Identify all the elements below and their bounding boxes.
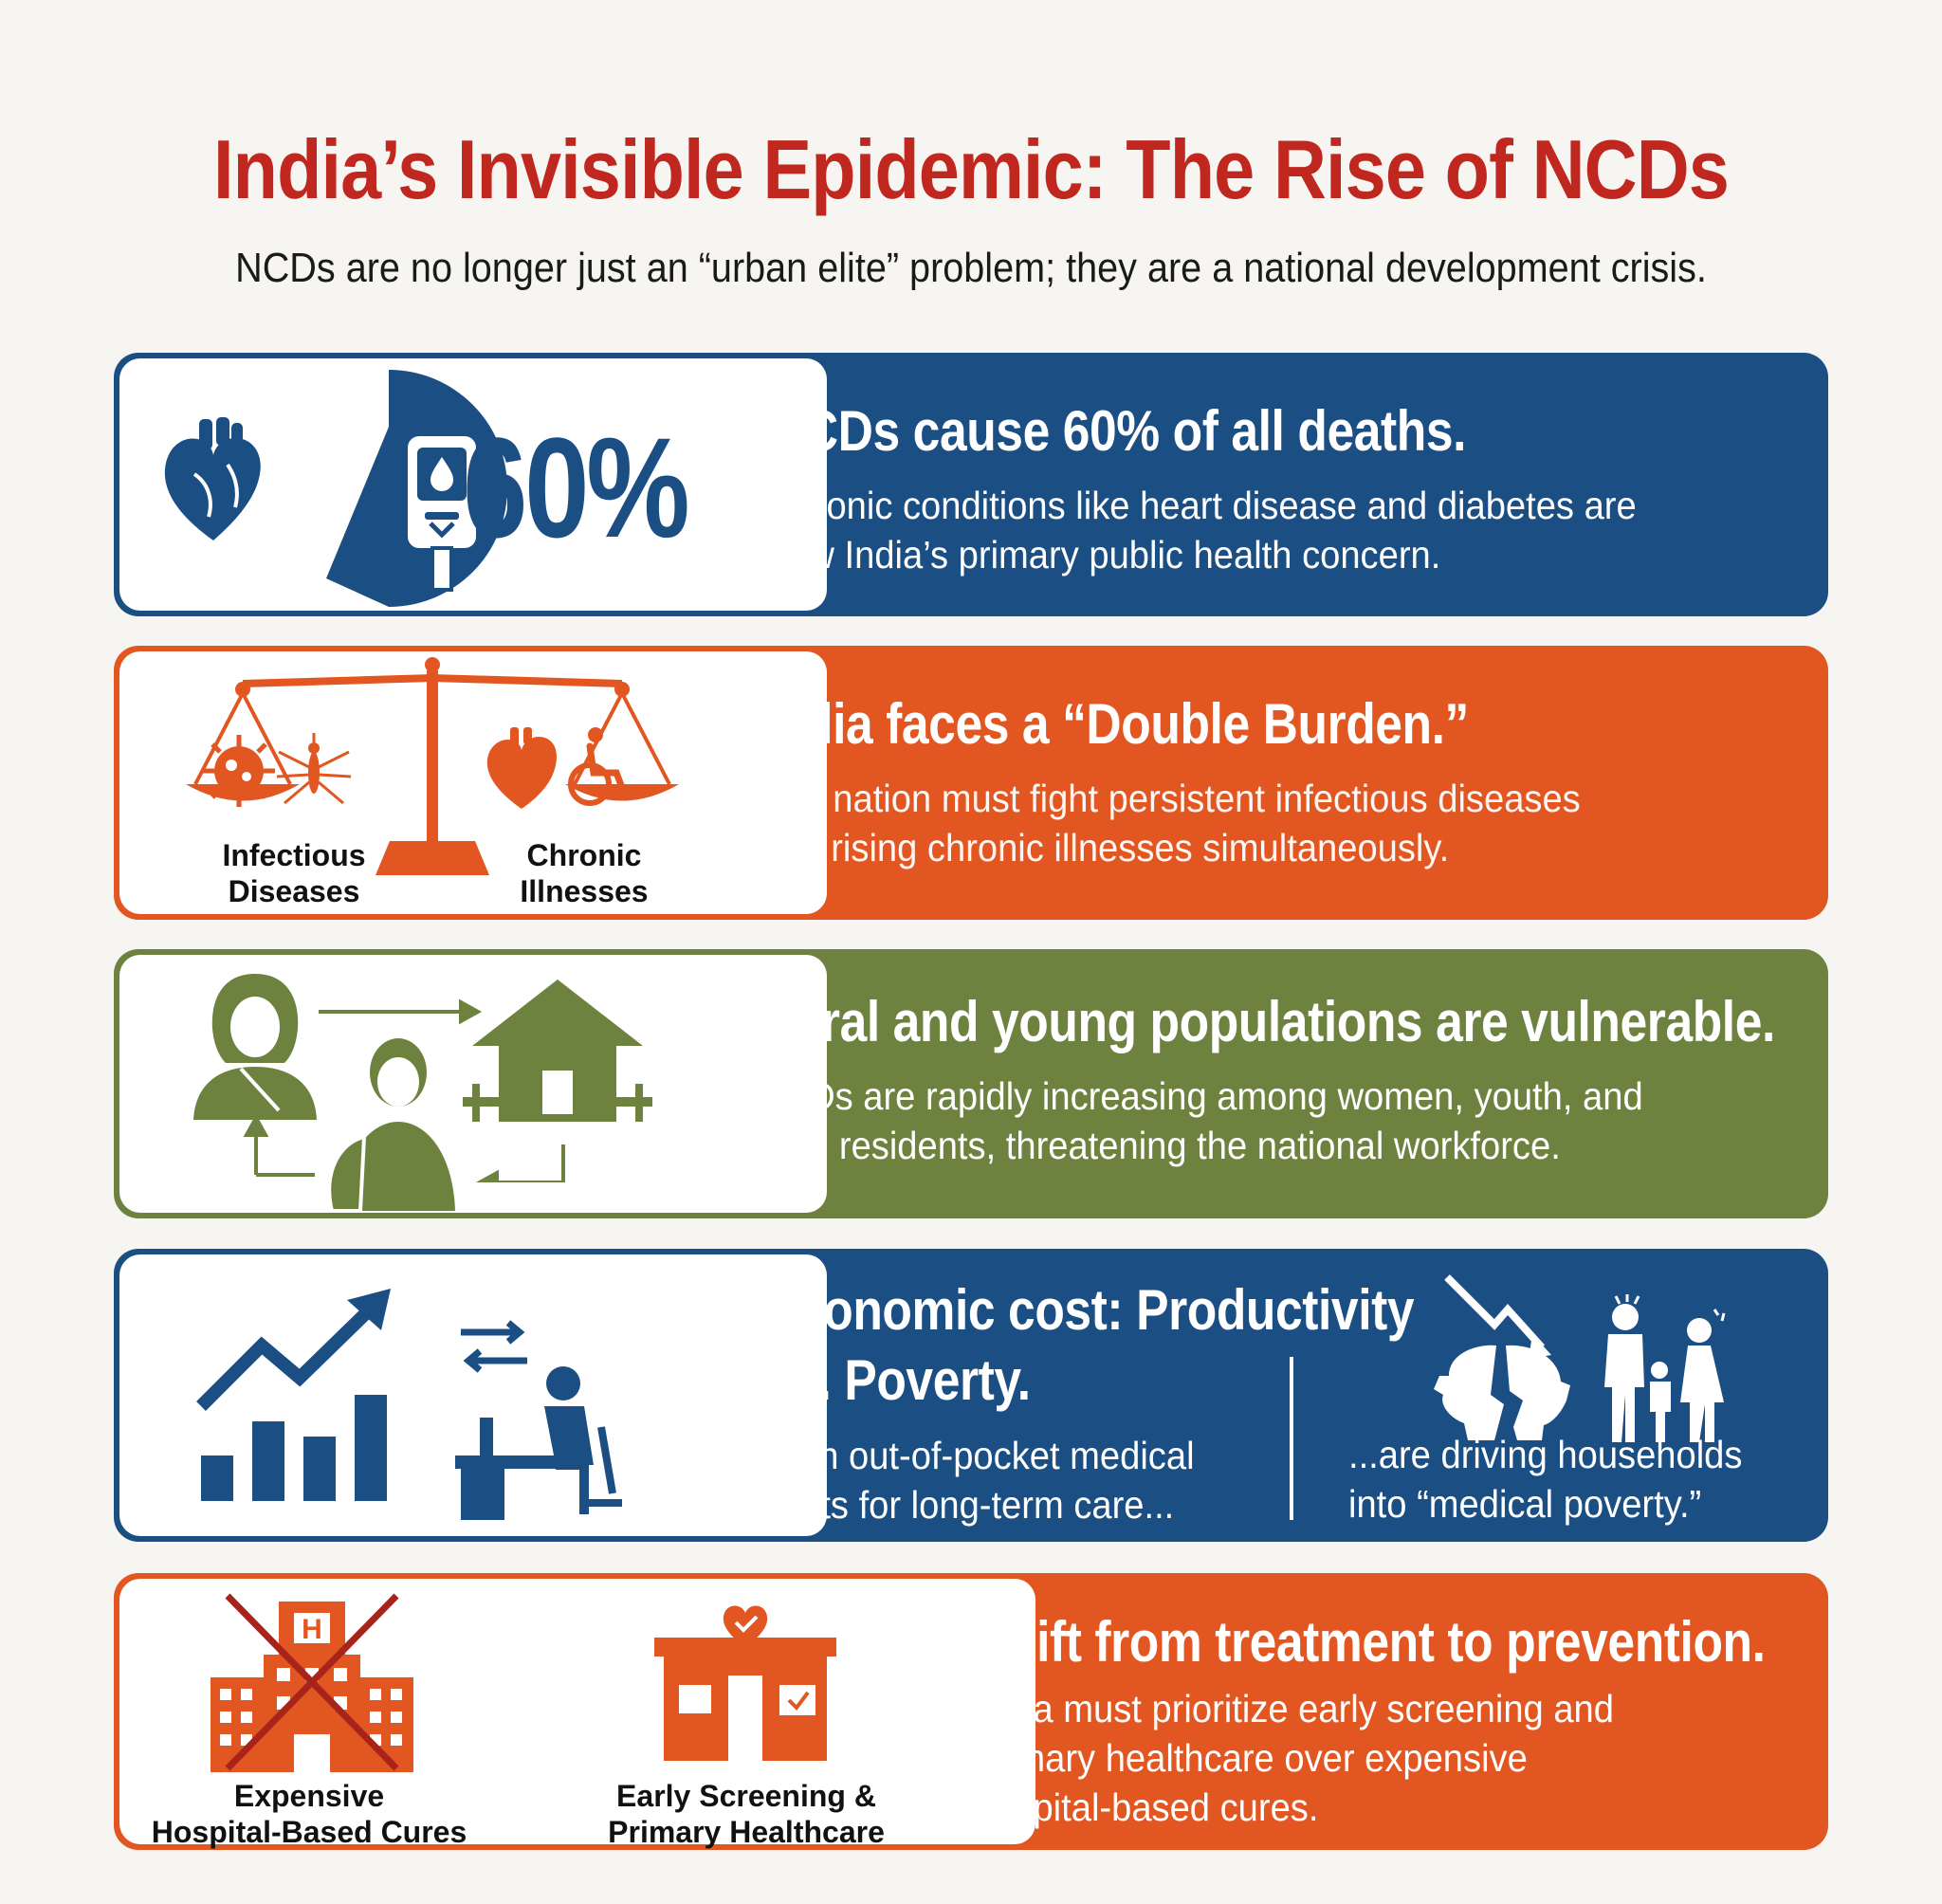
card-double-burden-body-line: and rising chronic illnesses simultaneou…	[760, 826, 1450, 870]
card-prevention-body-line: primary healthcare over expensive	[975, 1736, 1528, 1780]
mosquito-icon	[276, 733, 352, 805]
divider	[1290, 1357, 1293, 1520]
heart-icon	[164, 417, 261, 540]
card-double-burden: Infectious Diseases Chronic Illnesses In…	[114, 646, 1828, 920]
card-deaths-body-line: now India’s primary public health concer…	[768, 533, 1441, 577]
card-economic-body-line: ...are driving households	[1348, 1433, 1743, 1476]
label-infectious-diseases: Infectious Diseases	[190, 837, 398, 909]
card-double-burden-heading: India faces a “Double Burden.”	[760, 692, 1469, 756]
card-prevention-icon-panel: H	[119, 1579, 1035, 1849]
glucose-meter-icon	[326, 370, 506, 607]
card-prevention-heading: Shift from treatment to prevention.	[975, 1610, 1766, 1674]
card-deaths-heading: NCDs cause 60% of all deaths.	[768, 399, 1467, 463]
woman-icon	[193, 974, 317, 1120]
card-economic-body-line: High out-of-pocket medical	[764, 1434, 1195, 1477]
card-prevention-body: India must prioritize early screening an…	[975, 1684, 1828, 1832]
heart-icon	[486, 727, 558, 809]
card-economic-heading-line: vs. Poverty.	[764, 1348, 1031, 1412]
card-vulnerable-body-line: rural residents, threatening the nationa…	[757, 1124, 1561, 1167]
label-line: Infectious	[222, 838, 366, 872]
office-worker-icon	[455, 1320, 622, 1520]
svg-text:H: H	[302, 1614, 322, 1645]
label-line: Early Screening &	[616, 1779, 876, 1813]
card-economic-heading-line: Economic cost: Productivity	[764, 1278, 1415, 1342]
label-line: Chronic	[526, 838, 642, 872]
card-economic-cost: Economic cost: Productivity vs. Poverty.…	[114, 1249, 1828, 1542]
card-double-burden-icon-panel: Infectious Diseases Chronic Illnesses	[119, 651, 827, 914]
page-subtitle: NCDs are no longer just an “urban elite”…	[235, 245, 1707, 291]
card-economic-body-left: High out-of-pocket medical costs for lon…	[764, 1431, 1467, 1529]
label-line: Illnesses	[520, 874, 649, 908]
wheelchair-icon	[568, 727, 630, 806]
label-line: Primary Healthcare	[608, 1815, 885, 1849]
label-line: Expensive	[233, 1779, 385, 1813]
card-economic-heading: Economic cost: Productivity vs. Poverty.	[764, 1275, 1415, 1416]
card-economic-icon-panel	[119, 1254, 827, 1536]
cycle-arrows-icon	[243, 998, 565, 1182]
piggy-bank-body-icon	[1434, 1345, 1570, 1440]
card-prevention-body-line: hospital-based cures.	[975, 1785, 1319, 1829]
card-vulnerable-heading: Rural and young populations are vulnerab…	[757, 990, 1775, 1053]
crossed-out-hospital-icon: H	[211, 1593, 413, 1772]
clinic-icon	[654, 1605, 836, 1761]
card-double-burden-body: The nation must fight persistent infecti…	[760, 774, 1581, 872]
rural-hut-icon	[463, 979, 652, 1122]
distressed-family-icon	[1604, 1294, 1726, 1442]
card-economic-body-right: ...are driving households into “medical …	[1348, 1430, 1742, 1529]
card-vulnerable-icon-panel	[119, 955, 827, 1213]
card-deaths-body-line: Chronic conditions like heart disease an…	[768, 484, 1637, 527]
card-vulnerable-body: NCDs are rapidly increasing among women,…	[757, 1071, 1828, 1170]
label-expensive-cures: Expensive Hospital-Based Cures	[148, 1778, 470, 1850]
card-vulnerable-body-line: NCDs are rapidly increasing among women,…	[757, 1074, 1643, 1118]
label-line: Diseases	[228, 874, 360, 908]
label-chronic-illnesses: Chronic Illnesses	[480, 837, 688, 909]
card-economic-body-line: into “medical poverty.”	[1348, 1482, 1702, 1526]
label-line: Hospital-Based Cures	[151, 1815, 467, 1849]
page-title: India’s Invisible Epidemic: The Rise of …	[213, 122, 1730, 216]
growth-chart-icon	[196, 1289, 391, 1501]
card-deaths-body: Chronic conditions like heart disease an…	[768, 481, 1637, 579]
card-prevention: H	[114, 1573, 1828, 1850]
virus-icon	[203, 735, 275, 807]
stat-sixty-percent: 60%	[463, 408, 690, 567]
card-vulnerable-populations: Rural and young populations are vulnerab…	[114, 949, 1828, 1218]
card-double-burden-body-line: The nation must fight persistent infecti…	[760, 777, 1581, 820]
label-early-screening: Early Screening & Primary Healthcare	[590, 1778, 903, 1850]
card-economic-body-line: costs for long-term care...	[764, 1483, 1175, 1527]
student-icon	[327, 1038, 455, 1211]
card-prevention-body-line: India must prioritize early screening an…	[975, 1687, 1614, 1730]
card-deaths: 60% NCDs cause 60% of all deaths. Chroni…	[114, 353, 1828, 616]
card-deaths-icon-panel: 60%	[119, 358, 827, 611]
